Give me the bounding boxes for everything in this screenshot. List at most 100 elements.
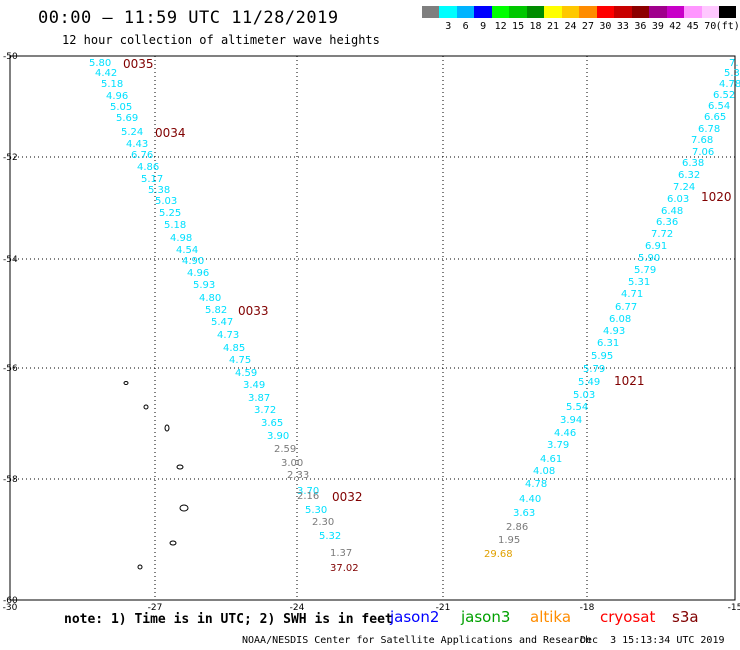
wave-height-value: 2.33: [287, 470, 309, 481]
wave-height-value: 4.86: [137, 162, 159, 173]
wave-height-value: 4.61: [540, 454, 562, 465]
wave-height-value: 3.79: [547, 440, 569, 451]
wave-height-value: 4.43: [126, 139, 148, 150]
legend-label: 15: [512, 21, 525, 32]
wave-height-value: 3.72: [254, 405, 276, 416]
wave-height-value: 5.95: [591, 351, 613, 362]
legend-label: 45: [686, 21, 699, 32]
legend-swatch: [718, 6, 737, 18]
latitude-label: -60: [3, 596, 18, 606]
footer-credit: NOAA/NESDIS Center for Satellite Applica…: [242, 635, 592, 646]
legend-swatch: [666, 6, 685, 18]
legend-label: 18: [529, 21, 542, 32]
wave-height-value: 5.90: [638, 253, 660, 264]
wave-height-value: 7.24: [673, 182, 695, 193]
island-outline: [176, 464, 184, 470]
wave-height-value: 4.46: [554, 428, 576, 439]
wave-height-value: 4.96: [106, 91, 128, 102]
legend-swatch: [614, 6, 632, 18]
wave-height-value: 3.70: [297, 486, 319, 497]
wave-height-value: 6.52: [713, 90, 735, 101]
legend-swatch: [491, 6, 510, 18]
wave-height-value: 5.47: [211, 317, 233, 328]
legend-swatch: [544, 6, 562, 18]
wave-height-value: 4.42: [95, 68, 117, 79]
wave-height-value: 5.18: [101, 79, 123, 90]
wave-height-value: 6.38: [682, 158, 704, 169]
legend-swatch: [509, 6, 527, 18]
wave-height-value: 5.24: [121, 127, 143, 138]
wave-height-value: 6.03: [667, 194, 689, 205]
legend-swatch: [526, 6, 545, 18]
map-frame: [9, 55, 736, 601]
legend-swatch: [456, 6, 475, 18]
wave-height-value: 6.54: [708, 101, 730, 112]
longitude-label: -15: [728, 603, 740, 613]
wave-height-value: 6.31: [597, 338, 619, 349]
latitude-label: -52: [3, 153, 18, 163]
wave-height-value: 3.00: [281, 458, 303, 469]
wave-height-value: 5.17: [141, 174, 163, 185]
wave-height-value: 6.77: [615, 302, 637, 313]
legend-swatch: [474, 6, 492, 18]
wave-height-value: 4.78: [525, 479, 547, 490]
wave-height-value: 2.59: [274, 444, 296, 455]
legend-swatch: [422, 6, 440, 18]
map-title: 00:00 – 11:59 UTC 11/28/2019: [38, 8, 339, 28]
legend-label: 3: [445, 21, 452, 32]
wave-height-value: 5.30: [305, 505, 327, 516]
wave-height-value: 5.31: [628, 277, 650, 288]
pass-time-label: 0033: [238, 304, 269, 318]
wave-height-value: 6.48: [661, 206, 683, 217]
wave-height-value: 5.32: [319, 531, 341, 542]
wave-height-value: 4.73: [217, 330, 239, 341]
satellite-label-altika: altika: [530, 608, 572, 626]
longitude-label: -18: [580, 603, 595, 613]
wave-height-value: 5.79: [583, 364, 605, 375]
wave-height-value: 2.30: [312, 517, 334, 528]
legend-unit: (ft): [715, 21, 740, 32]
wave-height-value: 7.06: [692, 147, 714, 158]
legend-label: 6: [462, 21, 469, 32]
legend-label: 42: [669, 21, 682, 32]
island-outline: [143, 404, 149, 410]
legend-swatch: [631, 6, 650, 18]
latitude-label: -50: [3, 52, 18, 62]
wave-height-value: 4.08: [533, 466, 555, 477]
wave-height-value: 5.25: [159, 208, 181, 219]
longitude-label: -30: [3, 603, 18, 613]
satellite-label-s3a: s3a: [672, 608, 699, 626]
wave-height-value: 6.32: [678, 170, 700, 181]
wave-height-value: 4.93: [603, 326, 625, 337]
wave-height-value: 1.37: [330, 548, 352, 559]
wave-height-value: 5.38: [148, 185, 170, 196]
legend-swatch: [701, 6, 719, 18]
legend-swatch: [439, 6, 457, 18]
color-scale-labels: 3 6 9 12 15 18 21 24 27 30 33 36 39 42 45 70 (ft): [422, 21, 740, 33]
legend-label: 33: [616, 21, 629, 32]
legend-label: 9: [480, 21, 487, 32]
island-outline: [169, 540, 177, 546]
wave-height-value: 3.87: [248, 393, 270, 404]
wave-height-value: 5.93: [193, 280, 215, 291]
legend-swatch: [649, 6, 667, 18]
wave-height-value: 4.71: [621, 289, 643, 300]
wave-height-value: 7.68: [691, 135, 713, 146]
legend-swatch: [579, 6, 597, 18]
wave-height-value: 29.68: [484, 549, 513, 560]
latitude-label: -54: [3, 255, 18, 265]
pass-time-label: 1021: [614, 374, 645, 388]
latitude-label: -56: [3, 364, 18, 374]
wave-height-value: 5.54: [566, 402, 588, 413]
island-outline: [179, 504, 189, 512]
satellite-label-jason2: jason2: [390, 608, 440, 626]
units-note: note: 1) Time is in UTC; 2) SWH is in fe…: [64, 612, 393, 627]
legend-swatch: [684, 6, 702, 18]
wave-height-value: 4.40: [519, 494, 541, 505]
wave-height-value: 2.16: [297, 491, 319, 502]
wave-height-value: 4.78: [719, 79, 740, 90]
legend-label: 36: [634, 21, 647, 32]
legend-label: 70: [704, 21, 717, 32]
wave-height-value: 3.63: [513, 508, 535, 519]
